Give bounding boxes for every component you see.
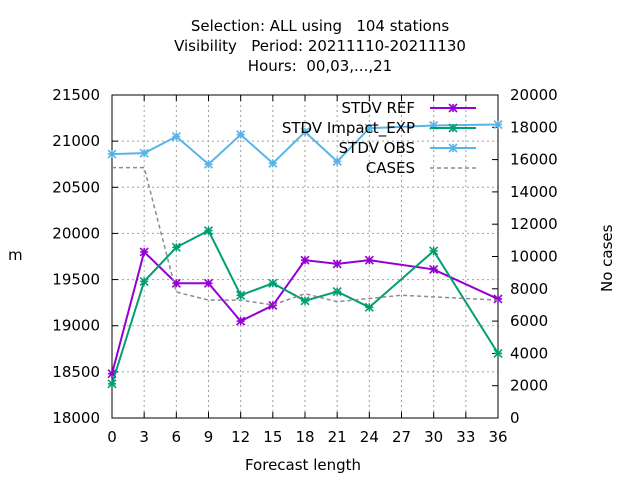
y2-tick-label: 8000 — [510, 280, 548, 298]
x-tick-label: 33 — [456, 428, 475, 446]
x-tick-label: 24 — [360, 428, 379, 446]
y2-tick-label: 18000 — [510, 118, 558, 136]
y2-tick-label: 6000 — [510, 312, 548, 330]
data-point-stdv-obs — [203, 159, 214, 169]
y-tick-label: 18500 — [52, 363, 100, 381]
data-point-stdv-obs — [171, 131, 181, 142]
y-axis-label: m — [8, 246, 23, 264]
y2-tick-label: 14000 — [510, 183, 558, 201]
data-point-stdv-obs — [268, 158, 278, 168]
data-point-stdv-impact-exp — [236, 290, 246, 300]
y-tick-label: 18000 — [52, 409, 100, 427]
legend-label-stdv-ref: STDV REF — [341, 99, 415, 117]
x-tick-label: 18 — [295, 428, 314, 446]
x-tick-label: 27 — [392, 428, 411, 446]
x-axis-label: Forecast length — [244, 456, 362, 474]
y-tick-label: 21000 — [52, 132, 100, 150]
data-point-stdv-impact-exp — [493, 348, 503, 358]
data-point-stdv-ref — [332, 259, 342, 269]
x-tick-label: 9 — [204, 428, 214, 446]
data-point-stdv-impact-exp — [171, 242, 181, 252]
data-point-stdv-ref — [300, 255, 310, 265]
data-point-stdv-obs — [107, 149, 117, 159]
y-tick-label: 19000 — [52, 317, 100, 335]
x-tick-label: 6 — [172, 428, 182, 446]
legend-label-cases: CASES — [366, 159, 415, 177]
data-point-stdv-ref — [236, 316, 246, 326]
y-tick-label: 21500 — [52, 86, 100, 104]
y2-tick-label: 0 — [510, 409, 520, 427]
y2-tick-label: 16000 — [510, 151, 558, 169]
data-point-stdv-ref — [364, 255, 374, 265]
data-point-stdv-ref — [493, 294, 503, 304]
x-tick-label: 3 — [139, 428, 149, 446]
data-point-stdv-obs — [493, 119, 503, 130]
legend-marker-stdv-impact-exp — [448, 123, 458, 133]
legend-marker-stdv-obs — [448, 143, 458, 153]
legend-label-stdv-obs: STDV OBS — [339, 139, 415, 157]
x-tick-label: 30 — [424, 428, 443, 446]
data-point-stdv-obs — [139, 148, 149, 158]
x-tick-label: 36 — [488, 428, 507, 446]
y2-tick-label: 12000 — [510, 215, 558, 233]
y2-tick-label: 20000 — [510, 86, 558, 104]
x-tick-label: 21 — [328, 428, 347, 446]
data-point-stdv-impact-exp — [107, 379, 117, 389]
y2-tick-label: 2000 — [510, 377, 548, 395]
chart-title-line-1: Selection: ALL using 104 stations — [190, 17, 450, 35]
y-tick-label: 19500 — [52, 271, 100, 289]
legend-marker-stdv-ref — [448, 103, 458, 113]
series-line-cases — [112, 166, 499, 306]
chart-title-line-3: Hours: 00,03,...,21 — [247, 57, 393, 75]
data-point-stdv-ref — [429, 264, 439, 274]
y-tick-label: 20000 — [52, 224, 100, 242]
x-tick-label: 0 — [107, 428, 117, 446]
data-point-stdv-obs — [332, 156, 342, 167]
data-point-stdv-impact-exp — [203, 226, 214, 236]
data-point-stdv-impact-exp — [139, 276, 149, 286]
chart-title-line-2: Visibility Period: 20211110-20211130 — [174, 37, 466, 55]
data-point-stdv-impact-exp — [268, 278, 278, 288]
data-point-stdv-impact-exp — [300, 296, 310, 306]
data-point-stdv-ref — [268, 300, 278, 310]
x-tick-label: 15 — [263, 428, 282, 446]
data-point-stdv-obs — [300, 127, 310, 137]
y2-tick-label: 4000 — [510, 344, 548, 362]
data-point-stdv-impact-exp — [429, 246, 439, 256]
data-point-stdv-impact-exp — [364, 302, 374, 312]
y2-tick-label: 10000 — [510, 248, 558, 266]
data-point-stdv-ref — [203, 278, 214, 288]
data-point-stdv-impact-exp — [332, 287, 342, 297]
y-tick-label: 20500 — [52, 178, 100, 196]
x-tick-label: 12 — [231, 428, 250, 446]
legend-label-stdv-impact-exp: STDV Impact_EXP — [282, 119, 415, 138]
data-point-stdv-obs — [236, 130, 246, 140]
data-point-stdv-ref — [139, 247, 149, 257]
data-point-stdv-obs — [364, 123, 374, 133]
